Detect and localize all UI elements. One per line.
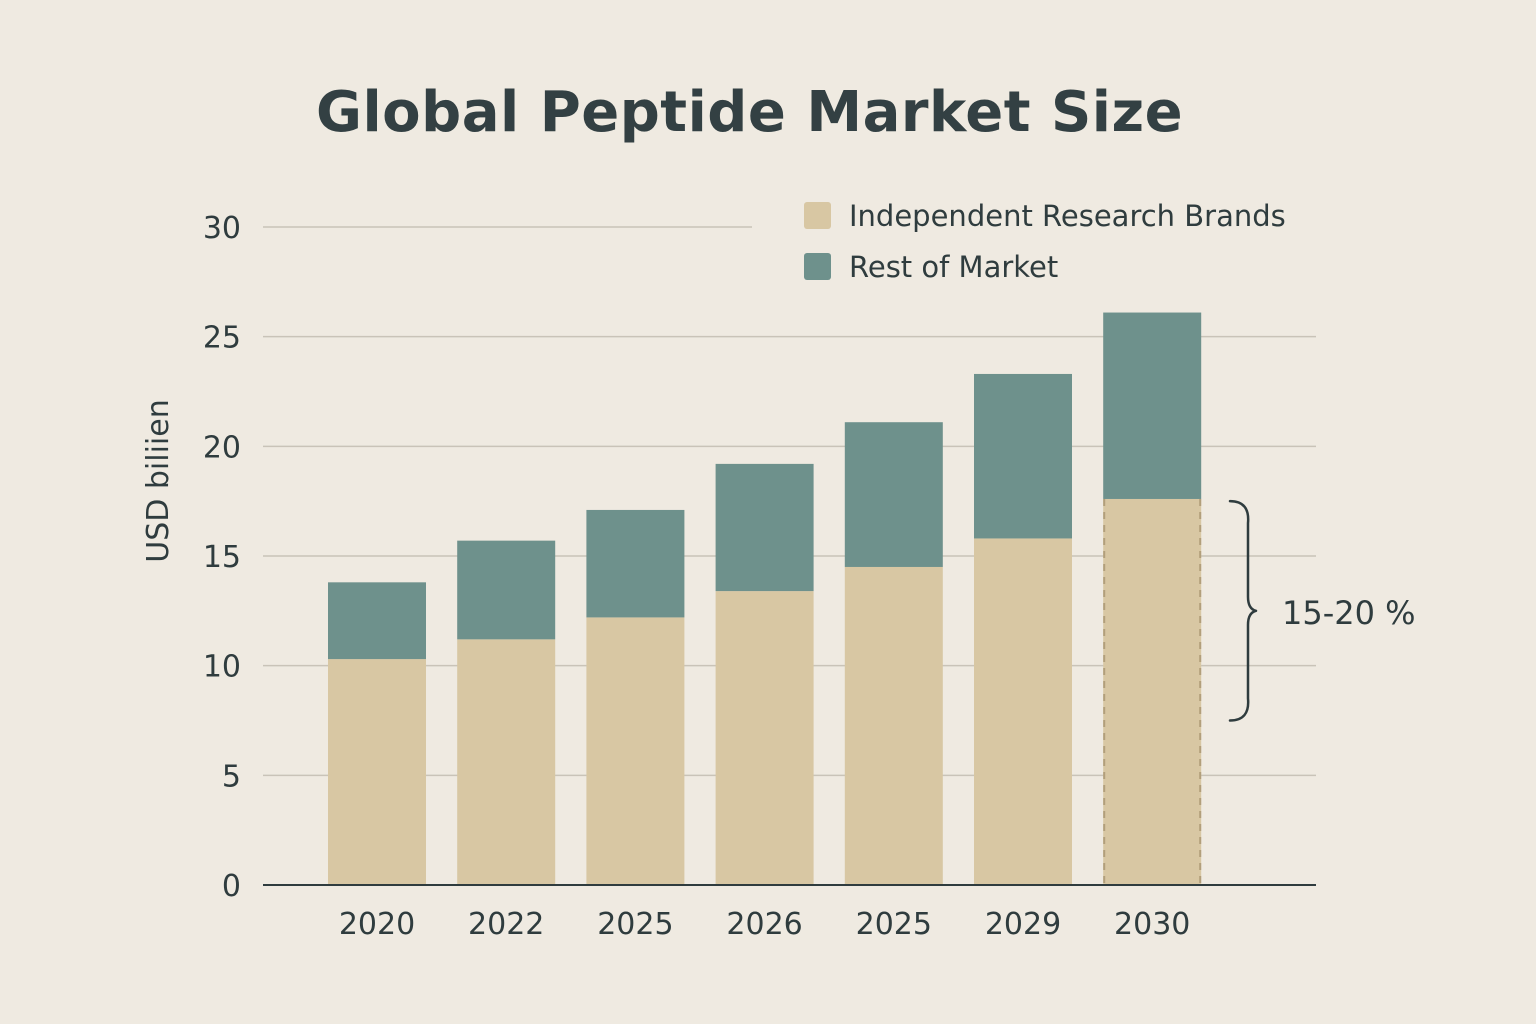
bar-rest-of-market bbox=[715, 463, 814, 592]
x-tick-label: 2029 bbox=[985, 907, 1061, 942]
legend-swatch bbox=[804, 202, 831, 229]
bar-independent-research-brands bbox=[1103, 498, 1202, 885]
x-tick-label: 2020 bbox=[339, 907, 415, 942]
bar-independent-research-brands bbox=[844, 566, 943, 885]
bar-independent-research-brands bbox=[457, 639, 556, 885]
bar-independent-research-brands bbox=[328, 659, 426, 885]
y-tick-label: 5 bbox=[222, 759, 241, 794]
bar-rest-of-market bbox=[457, 540, 556, 640]
legend-label: Independent Research Brands bbox=[849, 199, 1286, 233]
y-axis-label: USD biliien bbox=[141, 399, 176, 563]
legend-swatch bbox=[804, 253, 831, 280]
y-tick-label: 15 bbox=[203, 540, 241, 575]
bar-rest-of-market bbox=[328, 582, 426, 660]
bar-rest-of-market bbox=[974, 373, 1072, 539]
x-tick-label: 2025 bbox=[597, 907, 673, 942]
annotation-brace bbox=[1228, 499, 1258, 722]
y-tick-label: 10 bbox=[203, 650, 241, 685]
legend-label: Rest of Market bbox=[849, 250, 1058, 284]
x-tick-label: 2025 bbox=[856, 907, 932, 942]
y-tick-label: 0 bbox=[222, 869, 241, 904]
bar-independent-research-brands bbox=[715, 591, 814, 885]
y-tick-label: 25 bbox=[203, 321, 241, 356]
x-tick-label: 2030 bbox=[1114, 907, 1190, 942]
bar-rest-of-market bbox=[844, 422, 943, 567]
y-tick-label: 30 bbox=[203, 211, 241, 246]
bar-independent-research-brands bbox=[974, 538, 1072, 885]
y-tick-label: 20 bbox=[203, 430, 241, 465]
annotation-label: 15-20 % bbox=[1282, 594, 1416, 632]
chart-title: Global Peptide Market Size bbox=[316, 80, 1184, 145]
bar-rest-of-market bbox=[586, 509, 685, 618]
bar-independent-research-brands bbox=[586, 617, 685, 885]
x-tick-label: 2022 bbox=[468, 907, 544, 942]
bar-rest-of-market bbox=[1103, 312, 1202, 499]
x-tick-label: 2026 bbox=[726, 907, 802, 942]
